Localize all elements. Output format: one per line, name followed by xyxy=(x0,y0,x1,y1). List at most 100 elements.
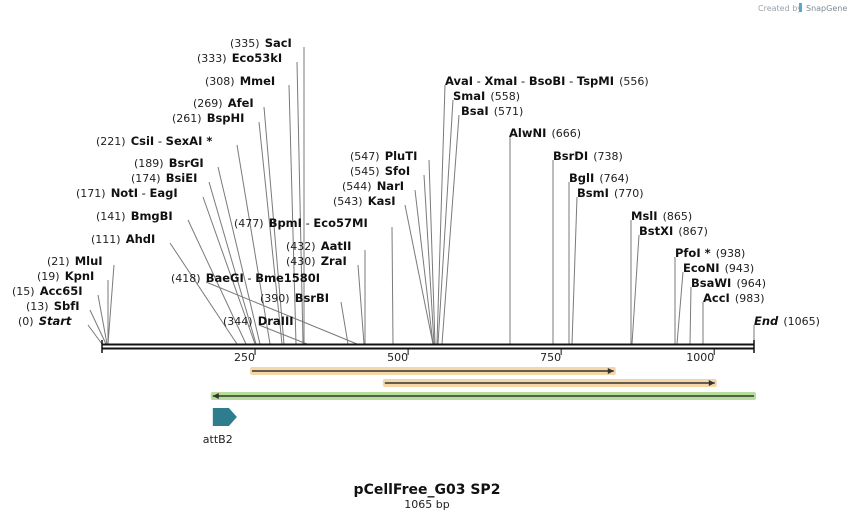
site-label-start: (0) Start xyxy=(18,310,72,329)
site-label-text: (0) Start xyxy=(18,310,72,329)
site-label-msli: MslI (865) xyxy=(631,205,692,224)
site-position: (556) xyxy=(619,75,649,88)
site-label-baegi: (418) BaeGI - Bme1580I xyxy=(171,271,320,285)
enzyme-name: DraIII xyxy=(258,314,294,328)
feature-arrowhead xyxy=(607,368,614,374)
axis-tick-label-250: 250 xyxy=(234,351,255,364)
site-label-text: (174) BsiEI xyxy=(131,167,197,186)
features: attB2 xyxy=(203,367,756,446)
site-position: (666) xyxy=(551,127,581,140)
site-label-text: SmaI (558) xyxy=(453,85,520,104)
site-label-zrai: (430) ZraI xyxy=(286,254,347,268)
site-label-acci: AccI (983) xyxy=(703,287,765,306)
site-label-text: BglI (764) xyxy=(569,167,629,186)
feature-attB2-arrow[interactable] xyxy=(212,408,237,426)
site-label-end: End (1065) xyxy=(754,314,820,328)
leader-bspHI xyxy=(258,121,283,345)
site-position: (432) xyxy=(286,240,316,253)
leader-smaI xyxy=(437,99,454,345)
enzyme-name: CsiI xyxy=(131,134,155,148)
site-label-bsphi: (261) BspHI xyxy=(172,111,244,125)
site-position: (1065) xyxy=(783,315,820,328)
name-separator: - xyxy=(244,271,255,285)
site-label-bsmi: BsmI (770) xyxy=(577,186,644,200)
leader-avaI xyxy=(436,84,446,345)
site-label-kpni: (19) KpnI xyxy=(37,269,95,283)
enzyme-name: EcoNI xyxy=(683,261,719,275)
name-separator: - xyxy=(302,216,313,230)
site-label-kasi: (543) KasI xyxy=(333,194,395,208)
name-separator: - xyxy=(517,74,528,88)
site-label-text: (13) SbfI xyxy=(26,295,79,314)
site-position: (308) xyxy=(205,75,235,88)
site-label-bsrbi: (390) BsrBI xyxy=(260,291,329,305)
leader-narI xyxy=(414,189,434,345)
enzyme-name: SmaI xyxy=(453,89,485,103)
enzyme-name: BsoBI xyxy=(529,74,566,88)
enzyme-name: AlwNI xyxy=(509,126,546,140)
enzyme-name: EagI xyxy=(149,186,177,200)
enzyme-name: BsaWI xyxy=(691,276,731,290)
site-position: (21) xyxy=(47,255,70,268)
enzyme-name: AfeI xyxy=(228,96,254,110)
site-position: (571) xyxy=(494,105,524,118)
leader-afeI xyxy=(263,106,285,345)
site-label-text: BsaI (571) xyxy=(461,100,523,119)
site-position: (738) xyxy=(593,150,623,163)
site-position: (430) xyxy=(286,255,316,268)
feature-orange-feature-1[interactable] xyxy=(249,367,616,375)
site-label-mlui: (21) MluI xyxy=(47,254,103,268)
enzyme-name: MslI xyxy=(631,209,658,223)
enzyme-name: BsrBI xyxy=(295,291,329,305)
site-labels: (335) SacI(333) Eco53kI(308) MmeI(269) A… xyxy=(12,36,820,329)
enzyme-name: TspMI xyxy=(577,74,614,88)
enzyme-name: KpnI xyxy=(65,269,95,283)
site-label-text: (308) MmeI xyxy=(205,70,275,89)
site-position: (865) xyxy=(663,210,693,223)
feature-green-feature[interactable] xyxy=(210,392,756,400)
leader-mluI xyxy=(107,264,115,345)
site-label-text: (333) Eco53kI xyxy=(197,47,282,66)
leader-acc65I xyxy=(97,294,108,345)
site-position: (477) xyxy=(234,217,264,230)
enzyme-name: PluTI xyxy=(385,149,418,163)
site-label-noti: (171) NotI - EagI xyxy=(76,186,178,200)
enzyme-name: PfoI * xyxy=(675,246,711,260)
site-label-nari: (544) NarI xyxy=(342,179,404,193)
site-position: (111) xyxy=(91,233,121,246)
feature-orange-feature-2[interactable] xyxy=(382,379,717,387)
leader-bsiEI xyxy=(208,181,257,345)
site-position: (174) xyxy=(131,172,161,185)
site-position: (943) xyxy=(725,262,755,275)
site-position: (545) xyxy=(350,165,380,178)
enzyme-name: BsiEI xyxy=(166,171,198,185)
name-separator: - xyxy=(154,134,165,148)
site-label-text: MslI (865) xyxy=(631,205,692,224)
axis-tick-label-750: 750 xyxy=(540,351,561,364)
axis-tick-label-1000: 1000 xyxy=(686,351,714,364)
site-position: (333) xyxy=(197,52,227,65)
site-position: (13) xyxy=(26,300,49,313)
feature-arrowhead xyxy=(212,393,219,399)
leader-csiI xyxy=(236,144,271,345)
site-label-text: AvaI - XmaI - BsoBI - TspMI (556) xyxy=(445,70,649,89)
site-label-bsiei: (174) BsiEI xyxy=(131,167,197,186)
enzyme-name: BglI xyxy=(569,171,594,185)
site-label-text: AccI (983) xyxy=(703,287,765,306)
leader-pluTI xyxy=(428,159,436,345)
leader-bpmI xyxy=(391,226,394,345)
name-separator: - xyxy=(565,74,576,88)
leader-bsmI xyxy=(571,196,578,345)
site-position: (171) xyxy=(76,187,106,200)
feature-arrowhead xyxy=(708,380,715,386)
enzyme-name: NarI xyxy=(377,179,404,193)
site-label-ahdi: (111) AhdI xyxy=(91,232,155,246)
site-label-text: (545) SfoI xyxy=(350,160,410,179)
site-label-text: (189) BsrGI xyxy=(134,152,204,171)
leader-sbfI xyxy=(89,309,107,345)
site-label-text: (15) Acc65I xyxy=(12,280,83,299)
site-position: (764) xyxy=(599,172,629,185)
site-position: (335) xyxy=(230,37,260,50)
enzyme-name: AccI xyxy=(703,291,730,305)
